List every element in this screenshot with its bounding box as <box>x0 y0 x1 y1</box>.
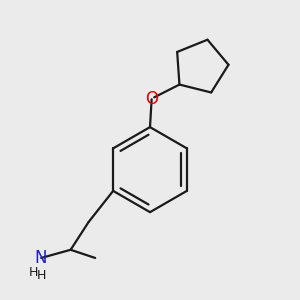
Text: N: N <box>34 249 46 267</box>
Text: H: H <box>28 266 38 279</box>
Text: O: O <box>145 90 158 108</box>
Text: H: H <box>37 269 46 283</box>
